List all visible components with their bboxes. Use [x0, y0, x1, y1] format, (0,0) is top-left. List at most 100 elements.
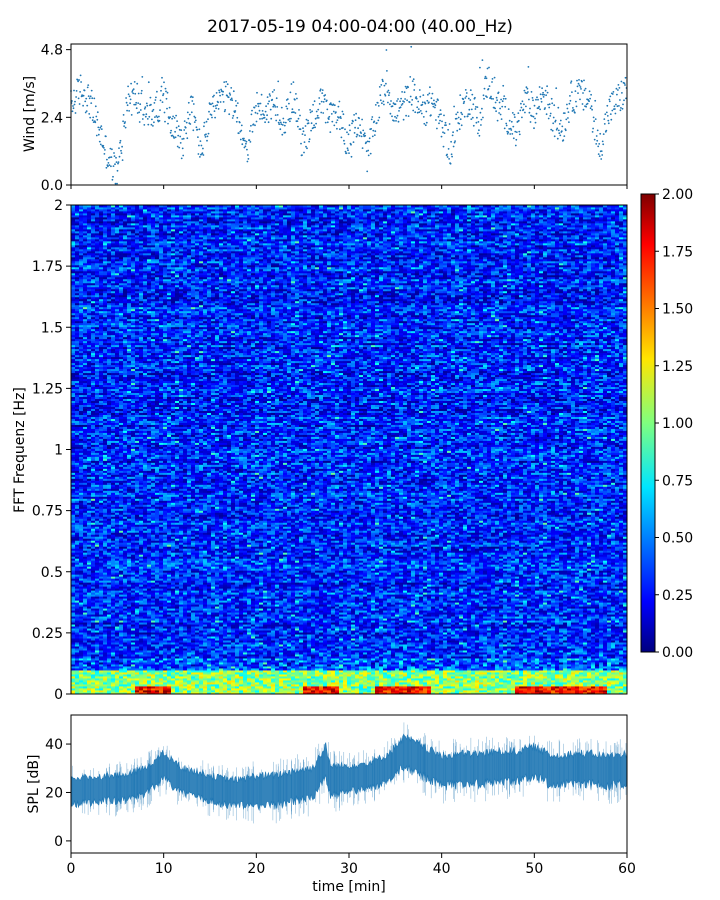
- wind-point: [287, 98, 289, 100]
- wind-point: [264, 117, 266, 119]
- wind-point: [492, 78, 494, 80]
- wind-point: [295, 112, 297, 114]
- wind-point: [576, 80, 578, 82]
- wind-point: [465, 96, 467, 98]
- wind-point: [570, 82, 572, 84]
- wind-point: [100, 144, 102, 146]
- wind-point: [617, 89, 619, 91]
- wind-point: [127, 86, 129, 88]
- wind-point: [348, 152, 350, 154]
- wind-point: [426, 122, 428, 124]
- wind-point: [160, 100, 162, 102]
- wind-point: [505, 98, 507, 100]
- wind-point: [576, 106, 578, 108]
- wind-point: [309, 109, 311, 111]
- wind-point: [488, 67, 490, 69]
- wind-point: [507, 131, 509, 133]
- wind-point: [253, 123, 255, 125]
- wind-point: [240, 130, 242, 132]
- wind-point: [144, 108, 146, 110]
- wind-point: [247, 154, 249, 156]
- wind-point: [310, 112, 312, 114]
- wind-point: [351, 123, 353, 125]
- wind-point: [220, 101, 222, 103]
- wind-point: [497, 120, 499, 122]
- wind-point: [298, 109, 300, 111]
- wind-point: [76, 90, 78, 92]
- wind-point: [585, 88, 587, 90]
- wind-point: [285, 122, 287, 124]
- wind-point: [502, 100, 504, 102]
- wind-point: [614, 105, 616, 107]
- wind-point: [305, 146, 307, 148]
- wind-point: [592, 131, 594, 133]
- wind-point: [208, 111, 210, 113]
- wind-point: [203, 125, 205, 127]
- wind-point: [598, 153, 600, 155]
- wind-point: [218, 108, 220, 110]
- wind-point: [237, 102, 239, 104]
- wind-point: [595, 143, 597, 145]
- wind-point: [542, 92, 544, 94]
- wind-point: [296, 98, 298, 100]
- wind-point: [623, 99, 625, 101]
- wind-point: [154, 102, 156, 104]
- wind-point: [228, 113, 230, 115]
- wind-point: [147, 118, 149, 120]
- wind-point: [524, 112, 526, 114]
- wind-point: [310, 130, 312, 132]
- wind-point: [108, 162, 110, 164]
- wind-point: [213, 95, 215, 97]
- wind-point: [116, 183, 118, 185]
- wind-point: [266, 114, 268, 116]
- wind-point: [499, 108, 501, 110]
- wind-point: [255, 105, 257, 107]
- wind-point: [552, 130, 554, 132]
- wind-point: [383, 104, 385, 106]
- wind-point: [347, 149, 349, 151]
- wind-point: [146, 103, 148, 105]
- wind-point: [510, 129, 512, 131]
- wind-point: [279, 128, 281, 130]
- wind-point: [543, 94, 545, 96]
- wind-point: [289, 120, 291, 122]
- wind-point: [422, 101, 424, 103]
- wind-point: [194, 117, 196, 119]
- wind-point: [443, 146, 445, 148]
- wind-point: [342, 111, 344, 113]
- wind-y-tick-label: 4.8: [41, 43, 63, 59]
- wind-point: [106, 167, 108, 169]
- wind-point: [125, 97, 127, 99]
- wind-point: [590, 94, 592, 96]
- wind-point: [527, 91, 529, 93]
- wind-point: [141, 90, 143, 92]
- wind-point: [91, 90, 93, 92]
- wind-point: [545, 90, 547, 92]
- wind-point: [189, 123, 191, 125]
- wind-point: [104, 149, 106, 151]
- wind-point: [282, 124, 284, 126]
- wind-point: [97, 127, 99, 129]
- wind-point: [291, 83, 293, 85]
- wind-point: [344, 143, 346, 145]
- wind-point: [466, 92, 468, 94]
- wind-point: [615, 113, 617, 115]
- wind-point: [232, 117, 234, 119]
- wind-point: [129, 102, 131, 104]
- wind-point: [602, 143, 604, 145]
- wind-point: [236, 117, 238, 119]
- wind-point: [219, 95, 221, 97]
- wind-point: [624, 82, 626, 84]
- wind-point: [406, 87, 408, 89]
- wind-point: [127, 104, 129, 106]
- wind-point: [413, 89, 415, 91]
- wind-point: [577, 92, 579, 94]
- wind-point: [393, 120, 395, 122]
- wind-point: [104, 153, 106, 155]
- wind-point: [266, 119, 268, 121]
- wind-point: [257, 113, 259, 115]
- wind-point: [96, 135, 98, 137]
- wind-point: [278, 123, 280, 125]
